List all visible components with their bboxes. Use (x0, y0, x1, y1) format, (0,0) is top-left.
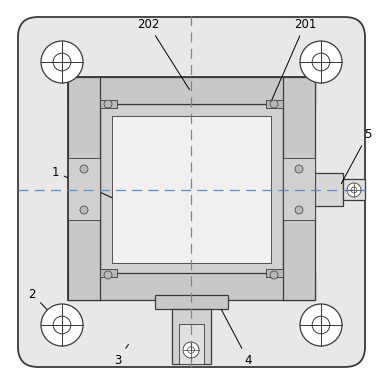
Bar (266, 269, 283, 277)
Bar (68, 273, 315, 300)
Circle shape (104, 100, 112, 108)
Circle shape (295, 206, 303, 214)
Text: 201: 201 (271, 18, 316, 102)
Bar (343, 179, 365, 200)
Circle shape (295, 165, 303, 173)
Circle shape (104, 271, 112, 279)
Bar (283, 77, 315, 300)
Circle shape (270, 271, 278, 279)
Bar (68, 77, 100, 300)
Bar (100, 269, 117, 277)
FancyBboxPatch shape (18, 17, 365, 367)
Bar (68, 158, 100, 220)
Bar (155, 295, 228, 309)
Text: 4: 4 (221, 309, 252, 366)
Circle shape (183, 342, 199, 358)
Bar (283, 158, 315, 220)
Bar (68, 77, 315, 300)
Text: 3: 3 (114, 344, 128, 366)
Bar (179, 324, 204, 364)
Text: 2: 2 (28, 288, 60, 323)
Circle shape (80, 206, 88, 214)
Bar (315, 173, 343, 206)
Bar (266, 100, 283, 108)
Circle shape (300, 41, 342, 83)
Bar (172, 309, 211, 364)
Text: 202: 202 (137, 18, 190, 90)
Circle shape (41, 41, 83, 83)
Circle shape (80, 165, 88, 173)
Text: 1: 1 (51, 165, 152, 216)
Circle shape (347, 183, 361, 197)
Circle shape (41, 304, 83, 346)
Bar (112, 116, 271, 263)
Bar (100, 100, 117, 108)
Bar (68, 77, 315, 104)
Circle shape (300, 304, 342, 346)
Bar (100, 104, 283, 275)
Text: 5: 5 (341, 128, 372, 184)
Circle shape (270, 100, 278, 108)
